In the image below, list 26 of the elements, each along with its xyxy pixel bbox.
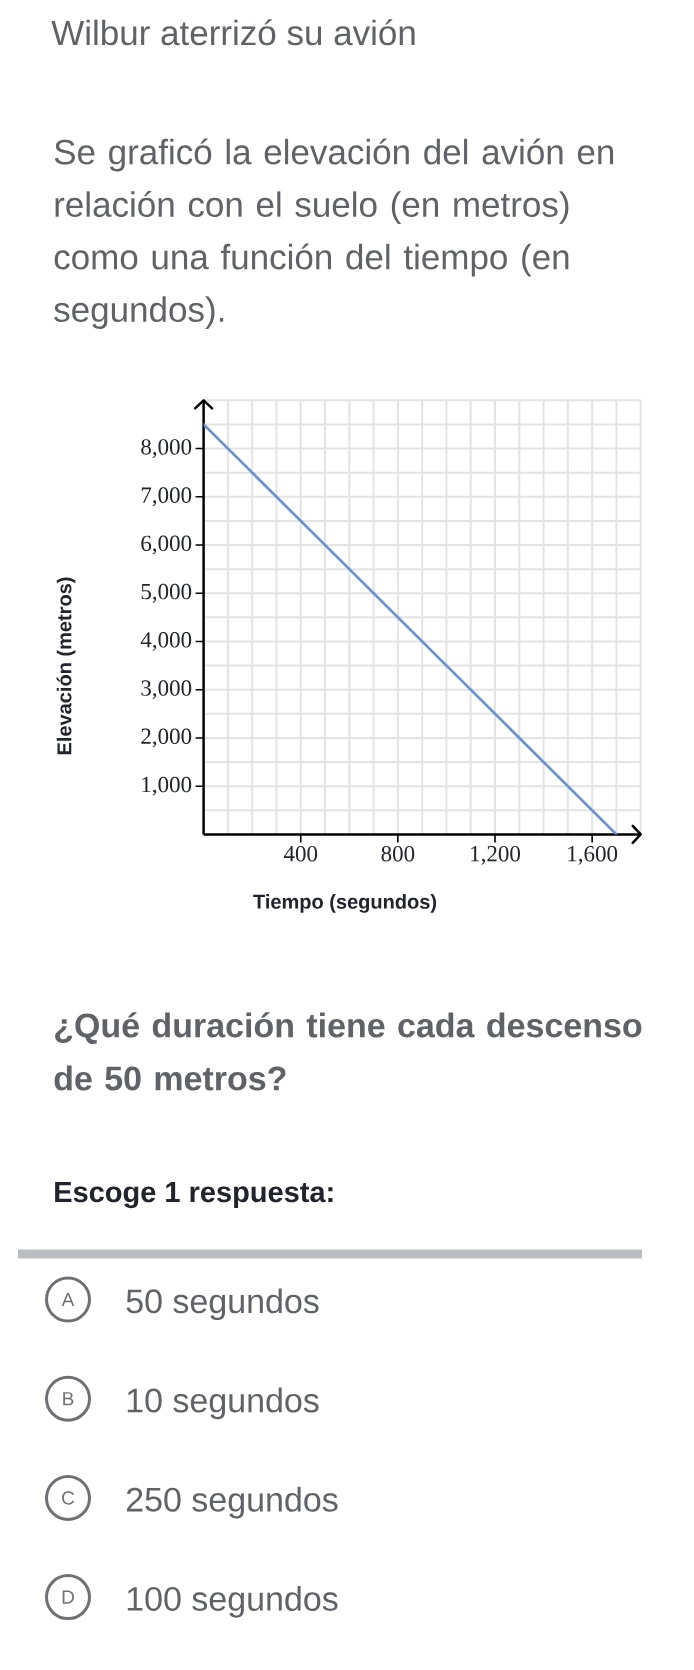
y-tick-label: 4,000 <box>140 632 192 651</box>
y-tick-label: 2,000 <box>141 728 192 748</box>
x-tick-label: 1,200 <box>471 845 521 865</box>
y-tick-label: 3,000 <box>141 680 192 700</box>
text: 100 segundos <box>127 1585 338 1618</box>
chart-title: Wilbur aterrizó su avión <box>51 19 415 46</box>
chart-subtitle: Se graficó la elevación del avión en relación con el suelo (en metros) como una función del tiempo (en segundos). <box>54 138 614 329</box>
x-tick-label: 400 <box>283 845 318 862</box>
text: Escoge 1 respuesta: <box>55 1182 333 1209</box>
y-tick-label: 8,000 <box>141 439 192 458</box>
x-axis-title: Tiempo (segundos) <box>253 894 437 913</box>
text: 250 segundos <box>126 1486 338 1519</box>
text: D <box>62 1590 74 1604</box>
text: 10 segundos <box>127 1387 319 1420</box>
y-tick-label: 6,000 <box>141 535 192 555</box>
text: ¿Qué duración tiene cada descenso de 50 metros? <box>54 1012 642 1091</box>
x-tick-label: 800 <box>381 845 415 862</box>
y-tick-label: 1,000 <box>142 776 192 796</box>
text: 50 segundos <box>126 1288 319 1321</box>
y-axis-title: Elevación (metros) <box>56 577 76 755</box>
x-tick-label: 1,600 <box>568 845 618 865</box>
text: A <box>61 1292 75 1307</box>
y-tick-label: 5,000 <box>141 583 192 603</box>
y-tick-label: 7,000 <box>141 487 192 507</box>
text: B <box>63 1392 74 1406</box>
text: C <box>62 1491 75 1505</box>
